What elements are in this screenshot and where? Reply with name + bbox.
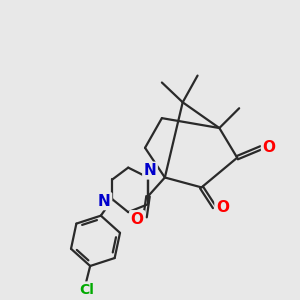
Text: N: N bbox=[98, 194, 111, 209]
Text: N: N bbox=[144, 163, 156, 178]
Text: O: O bbox=[216, 200, 229, 215]
Text: O: O bbox=[130, 212, 144, 226]
Text: Cl: Cl bbox=[79, 283, 94, 297]
Text: O: O bbox=[262, 140, 275, 155]
